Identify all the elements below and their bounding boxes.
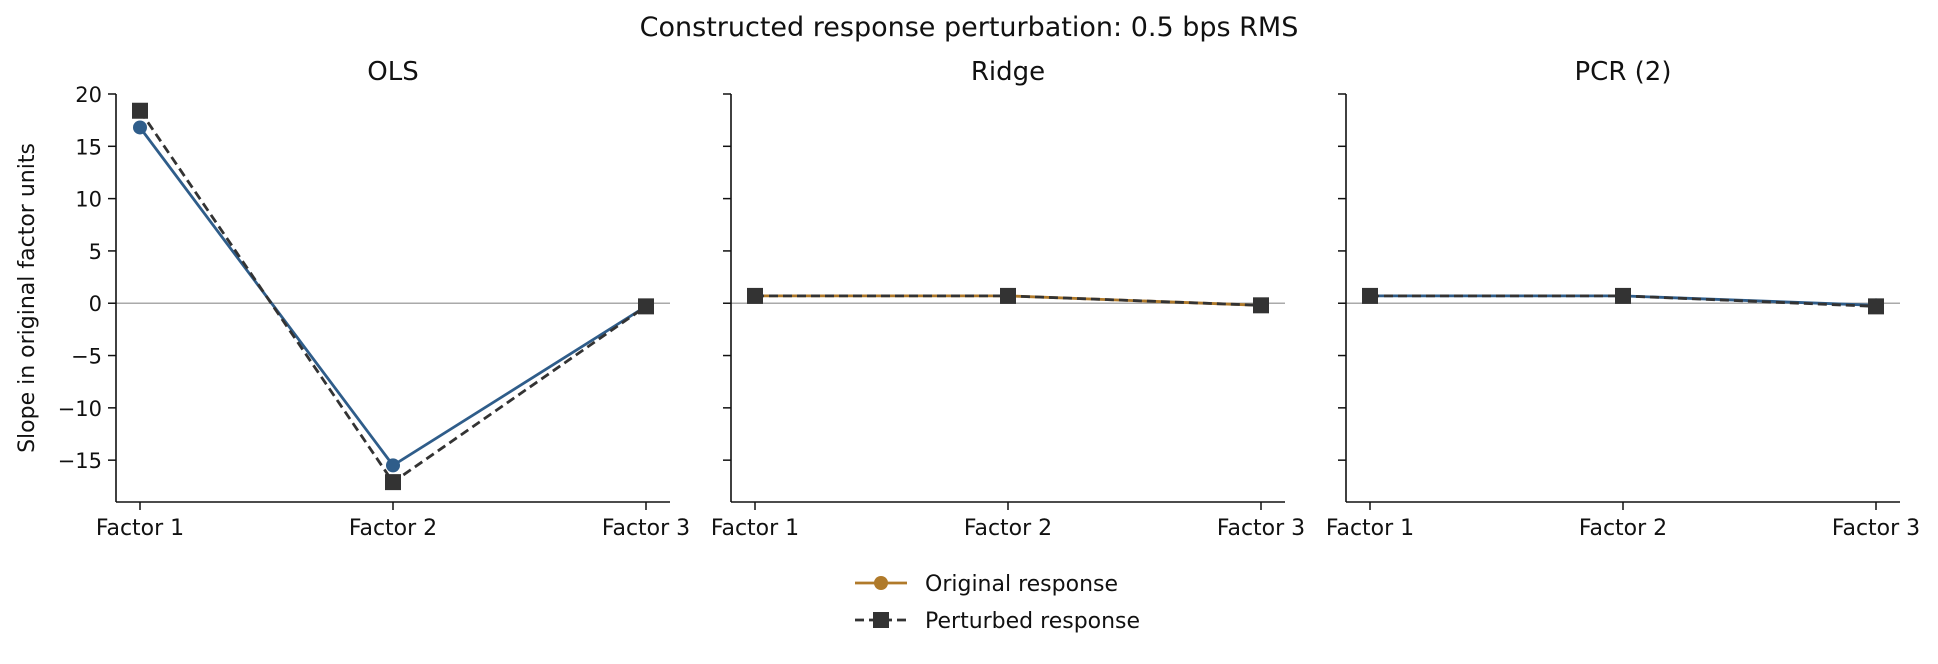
panel-title: PCR (2) xyxy=(1575,57,1672,87)
legend-label: Original response xyxy=(925,572,1118,597)
y-tick-label: 10 xyxy=(75,188,102,212)
series-original xyxy=(133,120,653,473)
x-tick-label: Factor 3 xyxy=(602,516,690,541)
series-perturbed xyxy=(1362,287,1884,315)
x-tick-label: Factor 3 xyxy=(1832,516,1920,541)
series-line xyxy=(138,109,647,485)
panel-2: Ridge Factor 1 Factor 2 Factor 3 xyxy=(711,57,1305,541)
x-tick-label: Factor 2 xyxy=(964,516,1052,541)
data-point xyxy=(1253,297,1269,314)
data-point xyxy=(1868,298,1884,315)
data-point xyxy=(385,474,401,491)
data-point xyxy=(133,120,147,135)
data-point xyxy=(747,287,763,304)
data-point xyxy=(1000,287,1016,304)
data-point xyxy=(1362,287,1378,304)
y-tick-label: −5 xyxy=(71,345,102,369)
x-tick-label: Factor 3 xyxy=(1217,516,1305,541)
data-point xyxy=(638,298,654,315)
panel-title: OLS xyxy=(367,57,418,87)
legend-marker xyxy=(873,612,889,628)
panel-1: OLS −15 −10 −5 0 5 10 15 20 Factor 1 Factor 2 Facto… xyxy=(58,57,691,541)
y-tick-label: 15 xyxy=(75,135,102,159)
y-tick-label: 5 xyxy=(89,240,102,264)
data-point xyxy=(1615,287,1631,304)
x-tick-label: Factor 1 xyxy=(711,516,799,541)
data-point xyxy=(132,102,148,119)
x-tick-label: Factor 2 xyxy=(1579,516,1667,541)
y-tick-label: 20 xyxy=(75,83,102,107)
x-tick-label: Factor 2 xyxy=(349,516,437,541)
y-tick-label: −15 xyxy=(58,449,102,473)
legend-label: Perturbed response xyxy=(925,609,1140,634)
panel-title: Ridge xyxy=(971,57,1045,87)
legend-entry: Original response xyxy=(855,572,1118,597)
series-perturbed xyxy=(132,102,654,491)
panel-3: PCR (2) Factor 1 Factor 2 Factor 3 xyxy=(1326,57,1920,541)
legend-marker xyxy=(874,576,888,590)
x-tick-label: Factor 1 xyxy=(1326,516,1414,541)
y-axis-label: Slope in original factor units xyxy=(15,143,40,453)
series-line xyxy=(138,126,647,468)
legend-entry: Perturbed response xyxy=(855,609,1140,634)
y-tick-label: 0 xyxy=(89,292,102,316)
figure-suptitle: Constructed response perturbation: 0.5 b… xyxy=(640,12,1299,43)
series-perturbed xyxy=(747,287,1269,314)
data-point xyxy=(386,458,400,473)
y-tick-label: −10 xyxy=(58,397,102,421)
chart-panels: OLS −15 −10 −5 0 5 10 15 20 Factor 1 Factor 2 Facto… xyxy=(58,57,1921,541)
x-tick-label: Factor 1 xyxy=(96,516,184,541)
legend: Original response Perturbed response xyxy=(855,572,1140,634)
